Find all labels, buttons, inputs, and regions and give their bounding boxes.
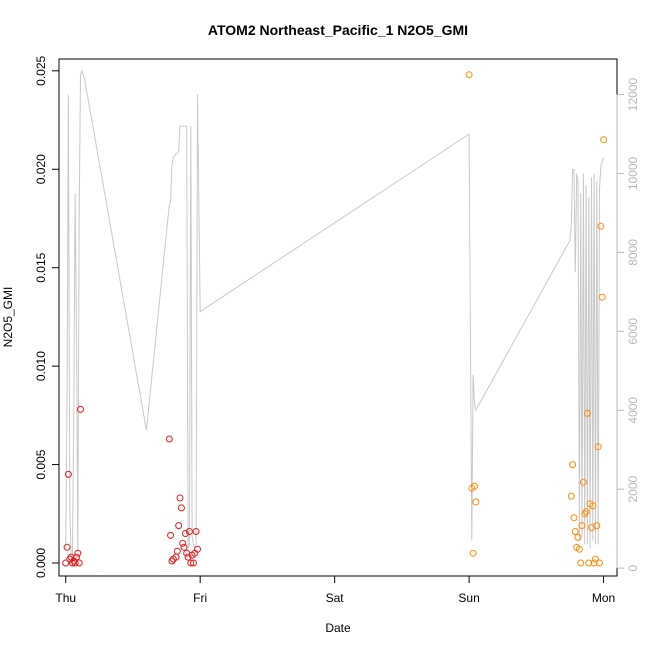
y2-tick-label: 2000 [626,476,640,503]
series-2-point-12 [575,545,583,553]
points-layer [62,71,608,567]
series-2-point-18 [583,409,591,417]
series-2-point-16 [581,510,589,518]
series-2-point-24 [592,555,599,563]
series-1-point-3 [64,470,72,478]
series-1-point-13 [165,435,173,443]
y-tick-label: 0.000 [34,548,48,578]
series-1-point-27 [185,528,193,535]
series-1-point-30 [190,559,197,567]
series-2-point-8 [570,514,578,522]
y-axis-right: 0 2000 4000 6000 8000 10000 12000 [616,78,640,571]
series-1-point-26 [184,553,192,561]
series-1-point-2 [63,543,71,551]
y-tick-label: 0.020 [34,154,48,184]
series-2-point-26 [594,443,602,451]
series-2-point-30 [600,136,608,144]
series-2-point-28 [597,222,605,230]
series-1-point-11 [75,559,83,567]
x-tick-label: Sun [458,591,479,605]
series-2-point-15 [579,478,587,486]
x-tick-label: Thu [55,591,76,605]
series-2-point-3 [469,549,477,557]
series-1-point-21 [177,504,185,512]
x-tick-label: Mon [592,591,615,605]
series-1-point-32 [192,528,200,535]
secondary-line-layer [65,69,605,561]
secondary-series-line [65,69,605,561]
series-1-point-22 [179,539,187,547]
series-1-point-33 [194,545,201,553]
y-tick-label: 0.025 [34,55,48,85]
y2-tick-label: 0 [626,564,640,571]
series-2-point-13 [577,559,585,567]
series-1-point-10 [74,549,82,557]
series-2-point-6 [567,492,575,500]
series-2-point-22 [589,502,597,510]
y2-tick-label: 8000 [626,239,640,266]
series-1-point-18 [173,547,181,555]
series-2-point-27 [596,559,603,567]
series-2-point-5 [472,498,480,506]
x-tick-label: Sat [326,591,345,605]
series-1-point-9 [73,553,80,561]
series-2-point-17 [582,508,590,516]
series-2-point-29 [598,293,606,301]
x-axis: Thu Fri Sat Sun Mon [55,575,615,605]
series-1-point-14 [167,531,175,539]
y-axis-label: N2O5_GMI [1,287,15,348]
series-1-point-6 [68,559,76,567]
plot-frame [58,58,618,577]
series-1-point-19 [175,522,183,530]
series-1-point-12 [77,405,84,413]
x-tick-label: Fri [193,591,207,605]
y-tick-label: 0.010 [34,351,48,381]
series-2-point-14 [578,522,586,530]
y-tick-label: 0.015 [34,252,48,282]
series-1-point-20 [176,494,184,502]
series-2-point-11 [574,533,582,541]
y-tick-label: 0.005 [34,449,48,479]
series-1-point-15 [168,557,176,565]
series-2-point-23 [590,559,598,567]
y-axis-left: 0.000 0.005 0.010 0.015 0.020 0.025 [34,55,60,578]
y2-tick-label: 12000 [626,78,640,112]
series-1-point-1 [62,559,70,567]
series-2-point-25 [593,522,601,530]
series-1-point-24 [181,530,189,537]
series-2-point-1 [465,71,473,79]
series-2-point-19 [585,559,593,567]
series-2-point-9 [571,528,579,535]
series-2-point-4 [471,482,478,490]
x-axis-label: Date [325,621,351,635]
chart-title: ATOM2 Northeast_Pacific_1 N2O5_GMI [208,22,468,38]
series-2-point-7 [569,461,577,469]
series-1-point-23 [180,543,188,551]
y2-tick-label: 6000 [626,318,640,345]
y2-tick-label: 10000 [626,156,640,190]
y2-tick-label: 4000 [626,397,640,424]
series-1-point-28 [187,559,195,567]
